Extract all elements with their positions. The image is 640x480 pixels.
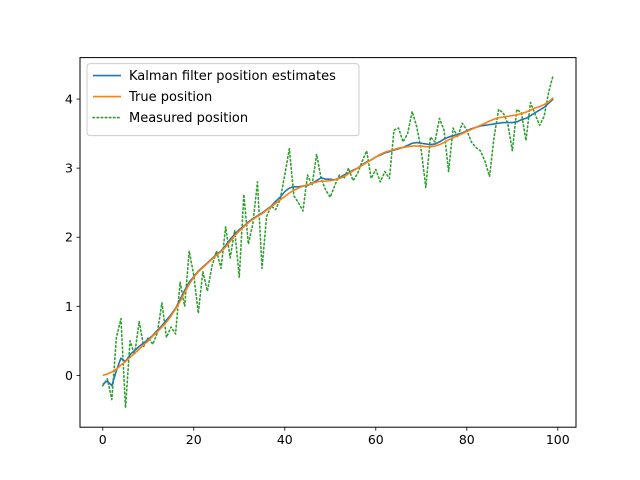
y-tick-label: 2 bbox=[65, 230, 73, 245]
series-line-measured-position bbox=[101, 74, 555, 409]
legend-label-kalman-filter-position-estimates: Kalman filter position estimates bbox=[129, 69, 336, 84]
x-tick-label: 60 bbox=[368, 432, 384, 447]
legend: Kalman filter position estimates True pos… bbox=[86, 63, 360, 137]
x-tick-label: 40 bbox=[277, 432, 293, 447]
x-tick-label: 100 bbox=[546, 432, 570, 447]
x-tick-label: 80 bbox=[459, 432, 475, 447]
y-tick-label: 1 bbox=[65, 299, 73, 314]
legend-box bbox=[86, 63, 360, 137]
plot-frame bbox=[79, 57, 577, 428]
y-tick-label: 0 bbox=[65, 368, 73, 383]
series-line-true-position bbox=[102, 97, 554, 377]
legend-label-measured-position: Measured position bbox=[129, 111, 248, 126]
x-tick-label: 0 bbox=[99, 432, 107, 447]
y-tick-label: 4 bbox=[65, 92, 73, 107]
axes-layer: 0 20 40 60 80 100 0 1 2 3 4 bbox=[65, 92, 570, 448]
legend-label-true-position: True position bbox=[128, 90, 212, 105]
plot-layer bbox=[101, 74, 555, 409]
x-tick-label: 20 bbox=[186, 432, 202, 447]
y-tick-label: 3 bbox=[65, 161, 73, 176]
